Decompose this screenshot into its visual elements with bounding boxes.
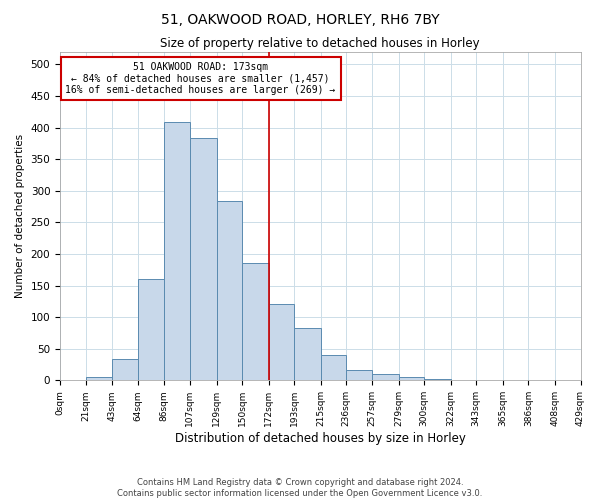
- Y-axis label: Number of detached properties: Number of detached properties: [15, 134, 25, 298]
- Bar: [294, 328, 321, 380]
- X-axis label: Distribution of detached houses by size in Horley: Distribution of detached houses by size …: [175, 432, 466, 445]
- Text: Contains HM Land Registry data © Crown copyright and database right 2024.
Contai: Contains HM Land Registry data © Crown c…: [118, 478, 482, 498]
- Bar: [190, 138, 217, 380]
- Text: 51 OAKWOOD ROAD: 173sqm
← 84% of detached houses are smaller (1,457)
16% of semi: 51 OAKWOOD ROAD: 173sqm ← 84% of detache…: [65, 62, 335, 94]
- Bar: [269, 304, 294, 380]
- Bar: [321, 355, 346, 380]
- Bar: [346, 370, 372, 380]
- Text: 51, OAKWOOD ROAD, HORLEY, RH6 7BY: 51, OAKWOOD ROAD, HORLEY, RH6 7BY: [161, 12, 439, 26]
- Title: Size of property relative to detached houses in Horley: Size of property relative to detached ho…: [160, 38, 480, 51]
- Bar: [242, 264, 269, 380]
- Bar: [217, 202, 242, 380]
- Bar: [372, 374, 398, 380]
- Bar: [164, 122, 190, 380]
- Bar: [137, 279, 164, 380]
- Bar: [86, 377, 112, 380]
- Bar: [398, 377, 424, 380]
- Bar: [424, 379, 451, 380]
- Bar: [112, 360, 137, 380]
